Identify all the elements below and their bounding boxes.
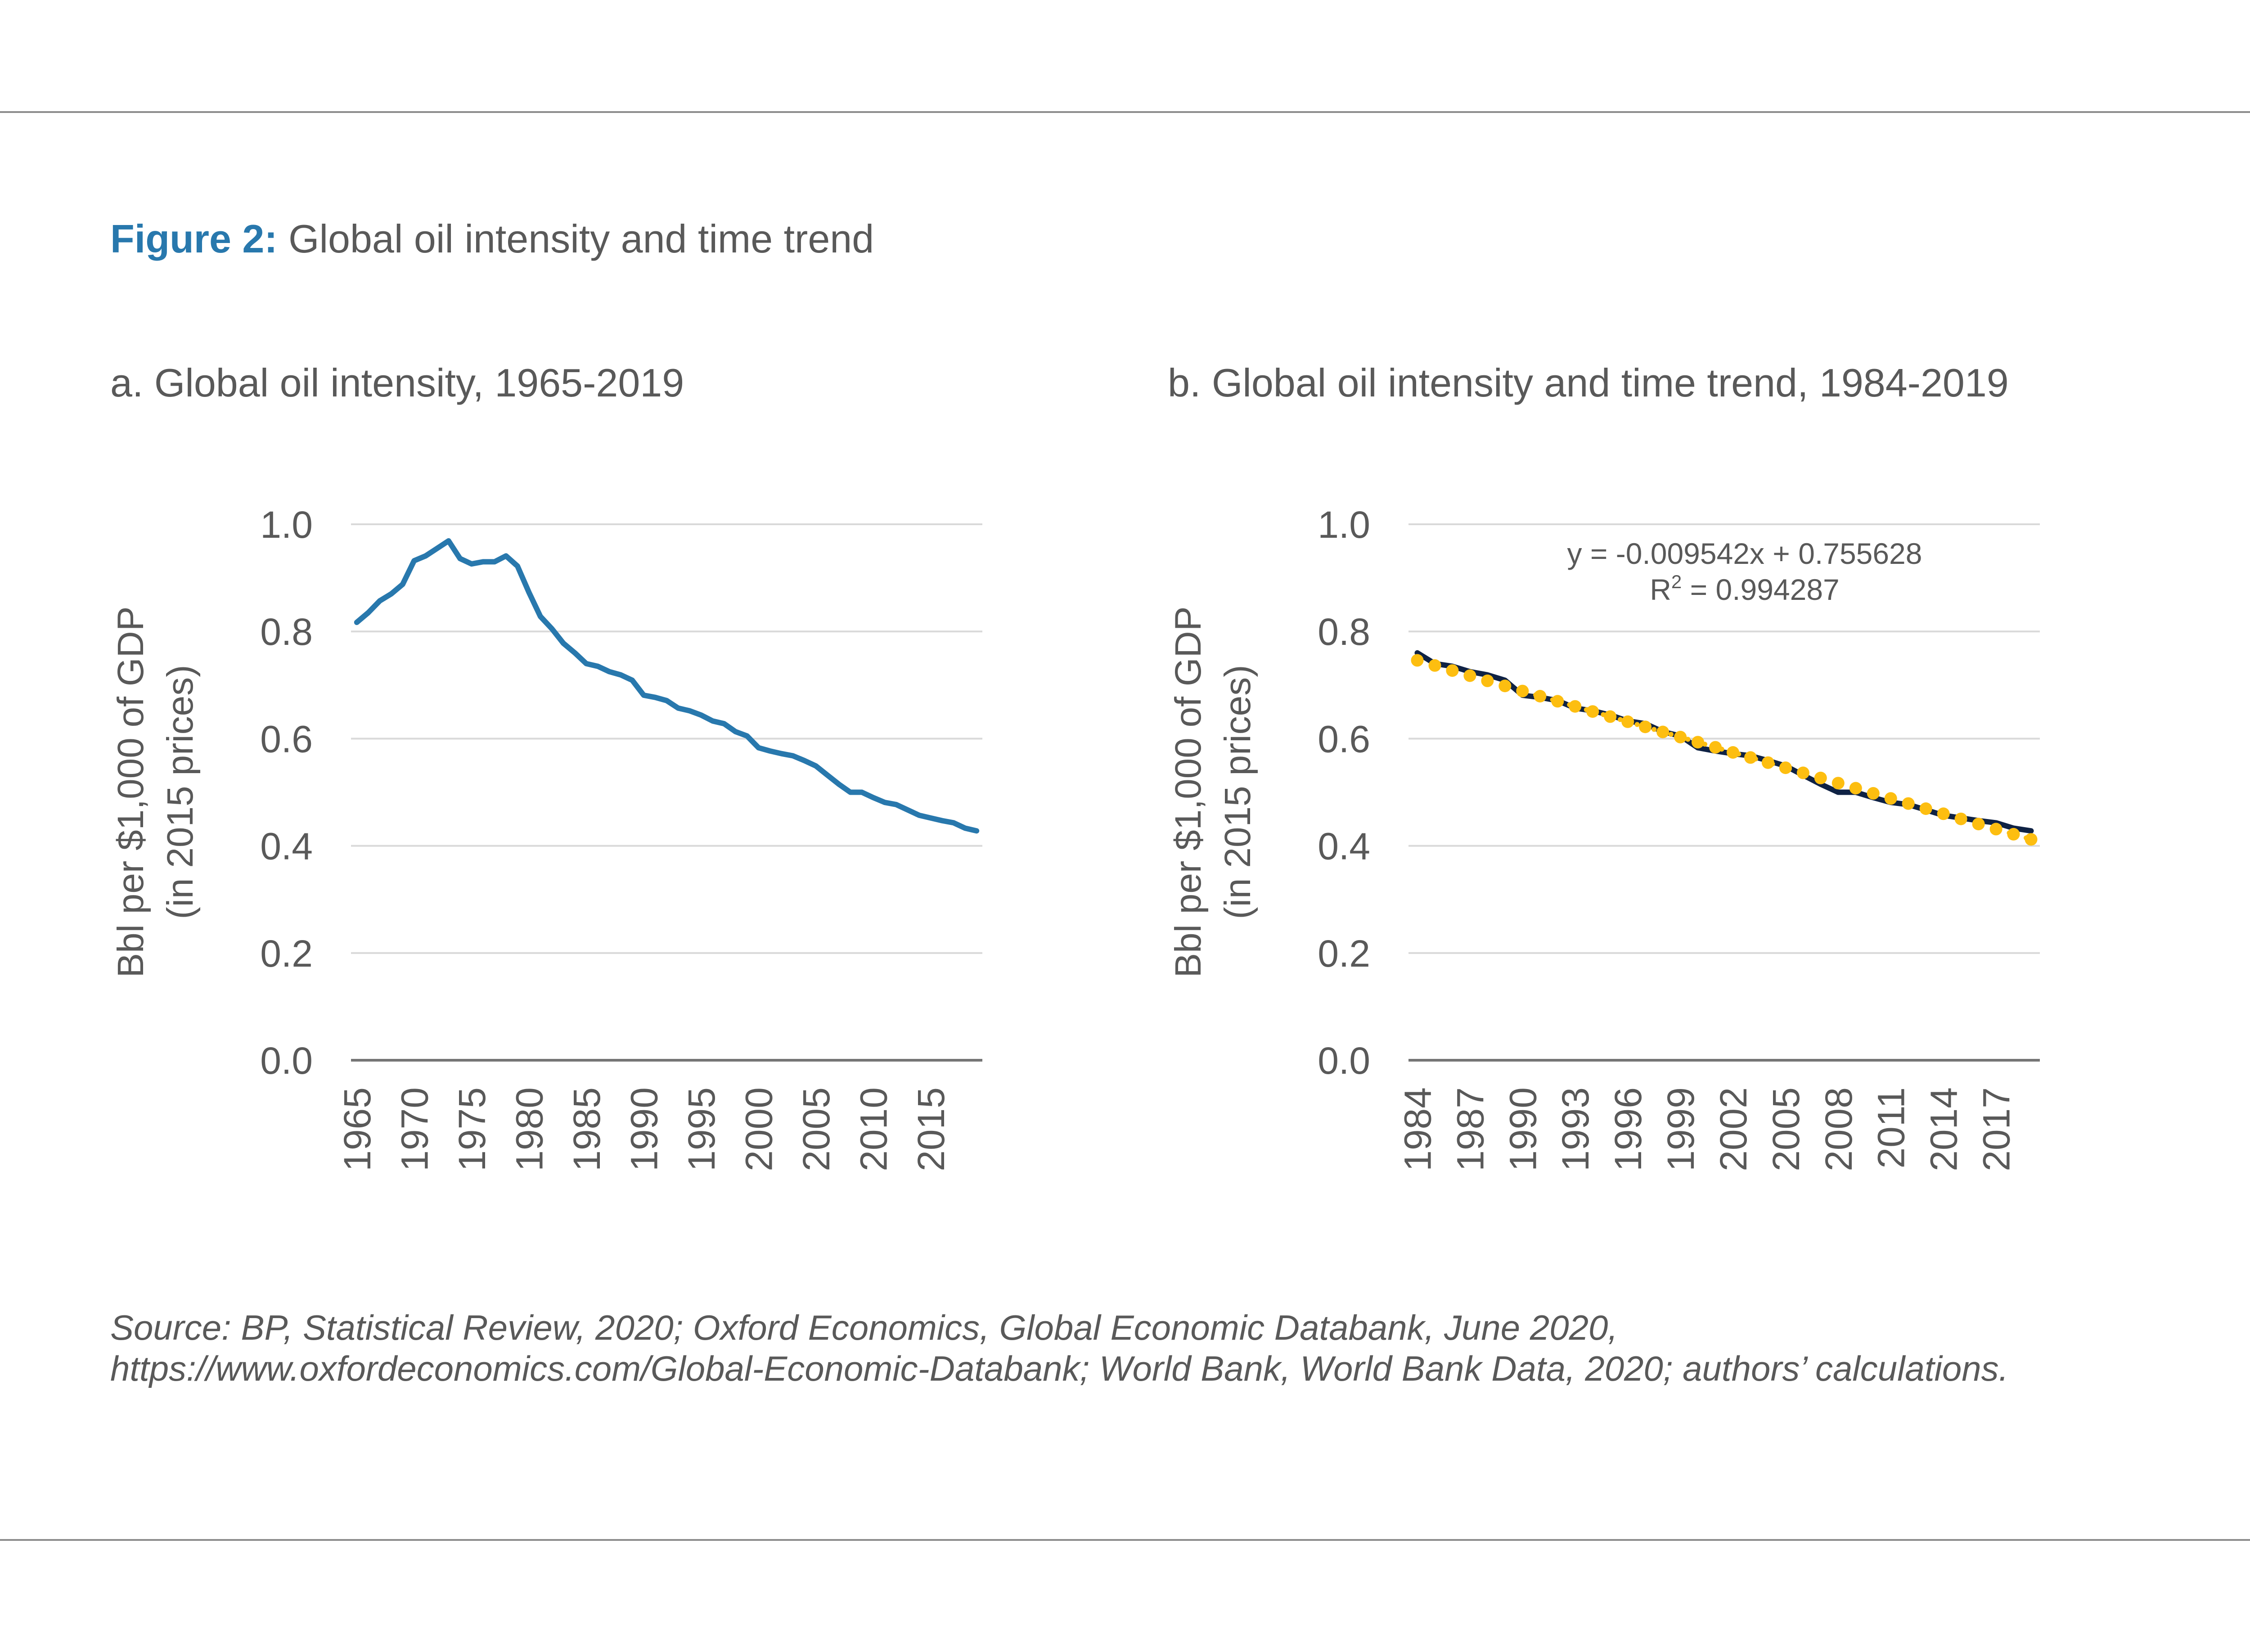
chart-a-y-tick-label: 0.4 <box>260 825 313 868</box>
chart-a-y-tick-label: 0.0 <box>260 1040 313 1082</box>
chart-a-x-tick-labels: 1965 1970 1975 1980 1985 1990 1995 2000 2005 2010… <box>336 1087 952 1171</box>
figure-label: Figure 2: <box>110 216 278 261</box>
figure-title-text: Global oil intensity and time trend <box>288 216 874 261</box>
chart-a-y-tick-labels: 0.0 0.2 0.4 0.6 0.8 1.0 <box>260 504 313 1082</box>
chart-a-x-tick-label: 2015 <box>910 1087 952 1171</box>
chart-a-x-tick-label: 2010 <box>853 1087 895 1171</box>
chart-a-series <box>354 538 980 834</box>
chart-a-y-tick-label: 1.0 <box>260 504 313 546</box>
bottom-rule <box>0 1539 2250 1541</box>
chart-a-x-tick-label: 1965 <box>336 1087 378 1171</box>
chart-a-y-tick-label: 0.6 <box>260 718 313 760</box>
chart-a-series-line <box>354 538 980 834</box>
chart-a-y-tick-label: 0.2 <box>260 932 313 975</box>
chart-a-gridlines <box>351 523 982 1062</box>
chart-b-title: b. Global oil intensity and time trend, … <box>1168 360 2009 405</box>
top-rule <box>0 111 2250 113</box>
chart-a-ylabel-line2: (in 2015 prices) <box>160 665 201 919</box>
chart-a-x-tick-label: 2005 <box>795 1087 837 1171</box>
chart-a-title: a. Global oil intensity, 1965-2019 <box>110 360 684 405</box>
chart-a-x-tick-label: 2000 <box>738 1087 780 1171</box>
chart-a-x-tick-label: 1980 <box>508 1087 550 1171</box>
chart-a-x-tick-label: 1970 <box>393 1087 436 1171</box>
chart-a-x-tick-label: 1985 <box>566 1087 608 1171</box>
source-note: Source: BP, Statistical Review, 2020; Ox… <box>110 1308 2009 1388</box>
chart-a-x-tick-label: 1995 <box>680 1087 723 1171</box>
chart-a-x-tick-label: 1975 <box>451 1087 493 1171</box>
chart-a-ylabel-line1: Bbl per $1,000 of GDP <box>110 606 151 977</box>
chart-a-y-tick-label: 0.8 <box>260 611 313 653</box>
figure-title: Figure 2: Global oil intensity and time … <box>110 216 874 262</box>
chart-a-x-tick-label: 1990 <box>623 1087 665 1171</box>
chart-a-y-axis-title: Bbl per $1,000 of GDP (in 2015 prices) <box>110 606 201 977</box>
